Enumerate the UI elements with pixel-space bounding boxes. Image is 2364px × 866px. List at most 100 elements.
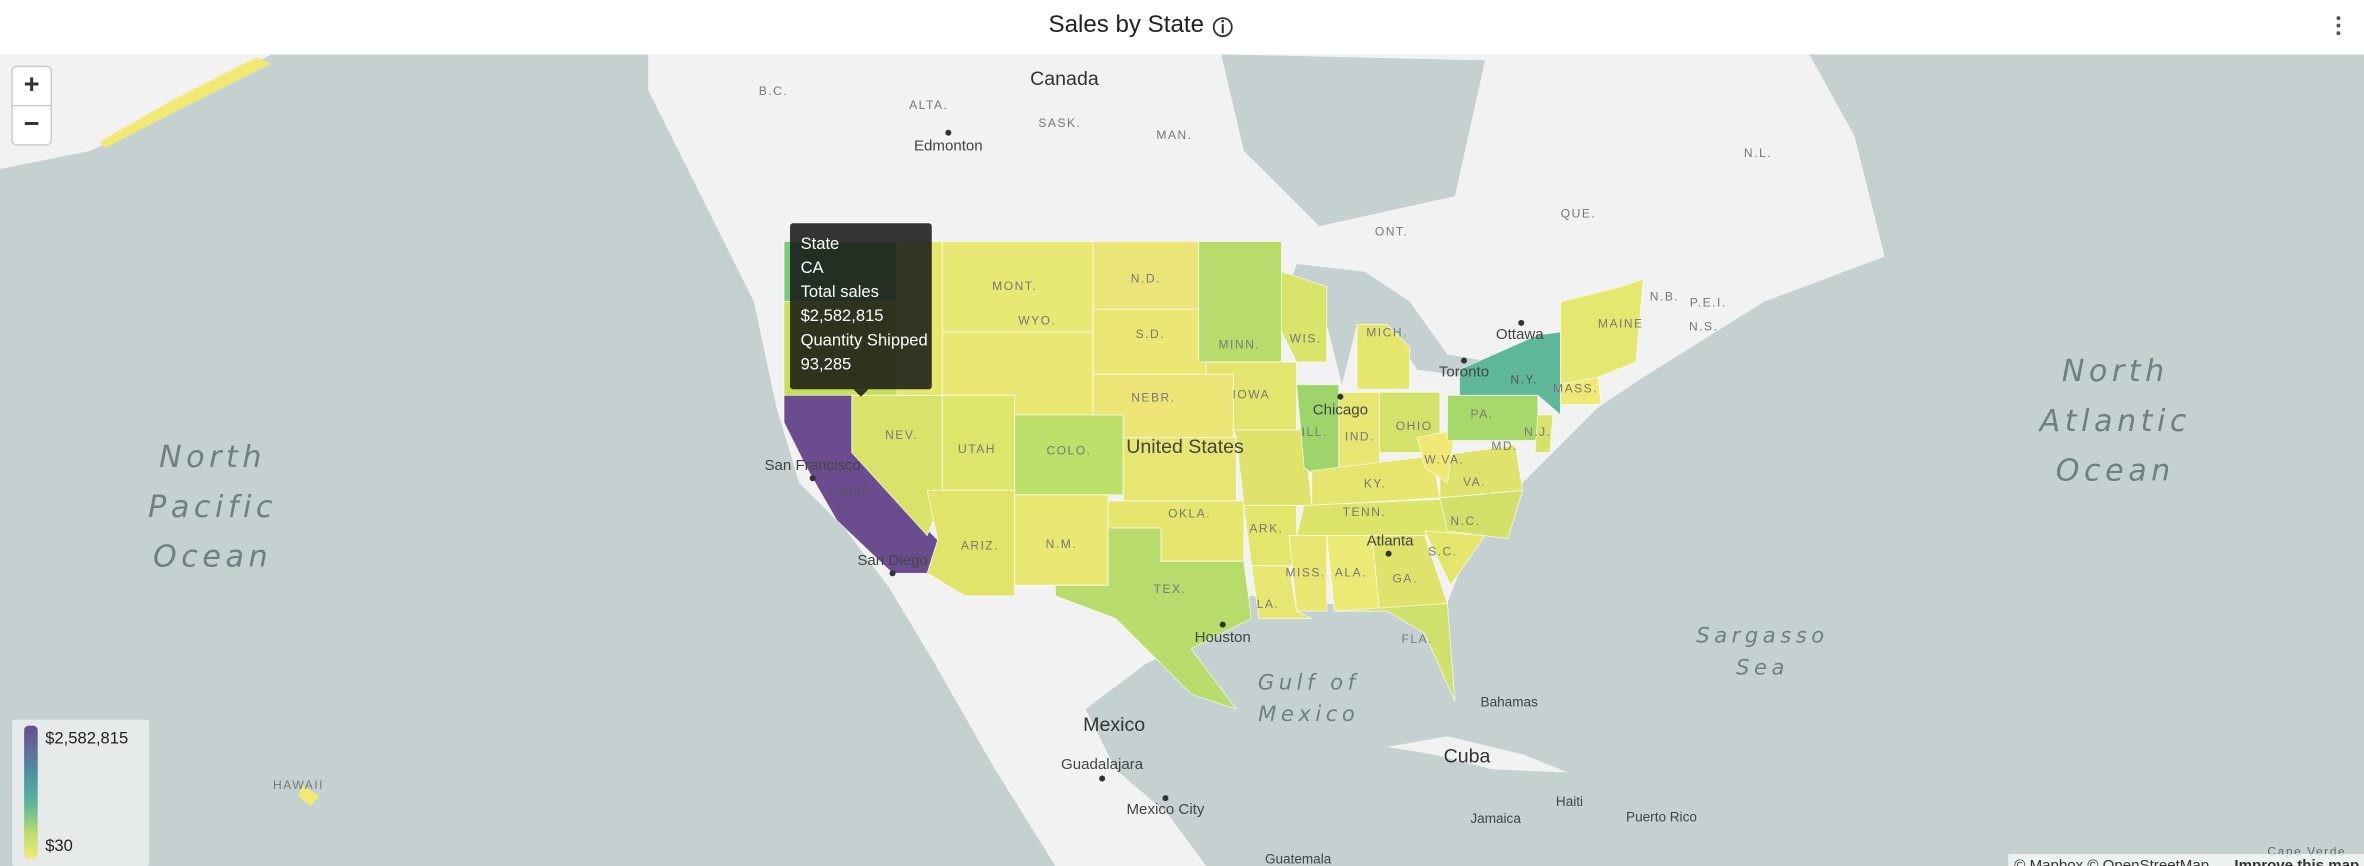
state-fl[interactable] (1334, 602, 1456, 702)
city-dot (1460, 357, 1467, 364)
legend (12, 719, 150, 866)
place-label: S.D. (1136, 327, 1165, 341)
place-label: HAWAII (273, 778, 324, 792)
place-label: Houston (1195, 629, 1251, 646)
city-dots (809, 129, 1525, 802)
place-label: San Diego (857, 552, 927, 569)
header (0, 0, 2364, 55)
tooltip-line: Total sales (801, 282, 879, 301)
state-wi[interactable] (1281, 270, 1328, 363)
state-az[interactable] (926, 489, 1016, 597)
info-icon[interactable] (1212, 17, 1233, 38)
place-label: MAINE (1598, 317, 1644, 331)
place-label: Atlanta (1367, 533, 1415, 550)
state-mo[interactable] (1232, 429, 1313, 506)
water-label: North (2062, 354, 2169, 389)
place-label: TEX. (1154, 582, 1187, 596)
place-label: MICH. (1366, 326, 1408, 340)
place-label: Toronto (1439, 364, 1489, 381)
place-label: WIS. (1290, 332, 1322, 346)
place-label: NEBR. (1131, 390, 1175, 404)
place-label: N.C. (1450, 514, 1480, 528)
hawaii[interactable] (298, 784, 320, 806)
place-label: N.D. (1131, 271, 1161, 285)
city-dot (1385, 550, 1392, 557)
state-ny[interactable] (1459, 331, 1561, 416)
place-label: TENN. (1343, 505, 1387, 519)
more-menu[interactable] (2336, 16, 2341, 36)
state-ma[interactable] (1560, 376, 1602, 405)
place-label: PA. (1471, 407, 1494, 421)
place-label: MD. (1491, 439, 1518, 453)
place-label: United States (1126, 436, 1244, 458)
place-label: VA. (1463, 475, 1486, 489)
city-dot (1219, 621, 1226, 628)
attribution: © Mapbox © OpenStreetMap (2014, 857, 2209, 866)
water-label: Mexico (1258, 701, 1359, 726)
state-sc[interactable] (1424, 530, 1486, 587)
hudson-bay (1221, 54, 1486, 227)
place-label: N.B. (1650, 289, 1679, 303)
place-label: Mexico (1083, 714, 1145, 736)
place-labels: Canada B.C. ALTA. SASK. MAN. ONT. QUE. N.L. N.B.… (148, 68, 2344, 866)
place-label: GA. (1393, 572, 1418, 586)
water-label: Ocean (2056, 454, 2175, 489)
state-tx[interactable] (1054, 527, 1252, 710)
legend-gradient (24, 725, 38, 859)
place-label: N.M. (1046, 537, 1077, 551)
zoom-out[interactable]: − (24, 107, 40, 138)
tooltip-text: State CA Total sales $2,582,815 Quantity Shi… (801, 234, 928, 374)
place-label: FLA. (1402, 632, 1433, 646)
place-label: ALA. (1335, 565, 1367, 579)
alaska-islands[interactable] (99, 57, 272, 148)
place-label: MONT. (992, 279, 1037, 293)
place-label: OKLA. (1168, 507, 1211, 521)
place-label: OHIO (1396, 419, 1433, 433)
place-label: MASS. (1553, 381, 1598, 395)
place-label: ILL. (1302, 425, 1328, 439)
place-label: Cuba (1444, 746, 1491, 768)
place-label: UTAH (958, 442, 996, 456)
city-dot (889, 570, 896, 577)
alaska (0, 54, 272, 169)
state-nj[interactable] (1534, 414, 1554, 454)
state-ms[interactable] (1288, 535, 1328, 612)
state-mi[interactable] (1356, 323, 1411, 390)
place-label: IOWA (1233, 387, 1271, 401)
place-label: KY. (1364, 476, 1386, 490)
tooltip-line: Quantity Shipped (801, 330, 928, 349)
city-dot (945, 129, 952, 136)
place-label: N.S. (1689, 320, 1718, 334)
city-dot (1518, 319, 1525, 326)
state-wv[interactable] (1416, 429, 1456, 484)
place-label: QUE. (1561, 206, 1596, 220)
place-label: Edmonton (914, 137, 983, 154)
water-label: Pacific (148, 490, 277, 525)
water-label: North (159, 440, 266, 475)
city-dot (1337, 393, 1344, 400)
place-label: Puerto Rico (1626, 809, 1697, 824)
water-label: Atlantic (2038, 404, 2191, 439)
tooltip-line: $2,582,815 (801, 306, 884, 325)
place-label: Guadalajara (1061, 756, 1144, 773)
place-label: Guatemala (1265, 852, 1332, 866)
state-la[interactable] (1250, 565, 1312, 620)
great-lakes (1289, 264, 1493, 385)
attribution-box (2008, 853, 2364, 866)
zoom-in[interactable]: + (24, 68, 40, 99)
place-label: MAN. (1156, 128, 1192, 142)
attribution-link[interactable]: Improve this map (2234, 857, 2359, 866)
state-sd[interactable] (1092, 308, 1207, 375)
place-label: N.Y. (1510, 372, 1538, 386)
state-va[interactable] (1439, 444, 1524, 499)
place-label: Ottawa (1496, 326, 1544, 343)
place-label: W.VA. (1424, 452, 1464, 466)
place-label: Jamaica (1470, 811, 1521, 826)
city-dot (1162, 795, 1169, 802)
place-label: Bahamas (1481, 695, 1538, 710)
place-label: N.J. (1524, 425, 1551, 439)
place-label: IND. (1345, 430, 1375, 444)
place-label: Mexico City (1127, 801, 1205, 818)
